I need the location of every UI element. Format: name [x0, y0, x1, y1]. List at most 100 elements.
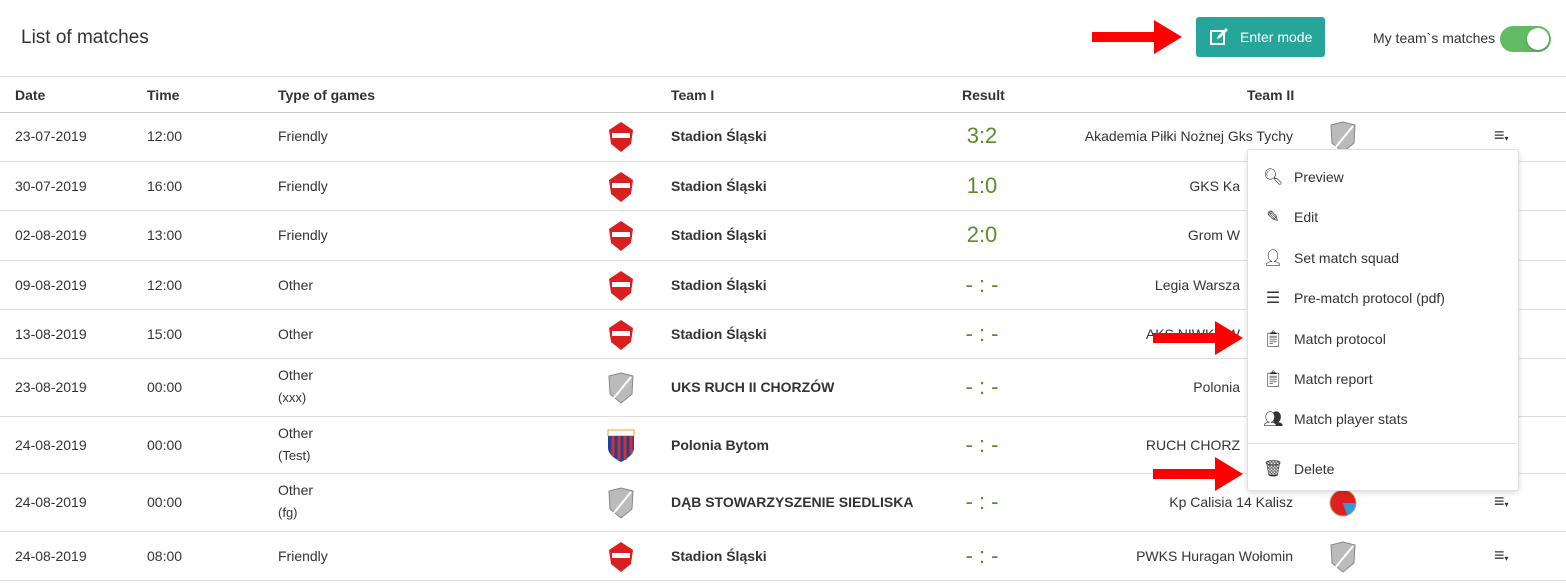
team1-name[interactable]: Stadion Śląski — [671, 547, 767, 564]
team1-logo — [605, 170, 637, 204]
row-actions-menu: 🔍︎ Preview ✎ Edit 👤︎ Set match squad ☰ Pre-matc… — [1247, 149, 1519, 491]
match-type: Friendly — [278, 128, 328, 144]
team2-name[interactable]: Kp Calisia 14 Kalisz — [1169, 494, 1293, 510]
team2-name[interactable]: Polonia — [1193, 379, 1240, 395]
match-date: 30-07-2019 — [15, 177, 87, 194]
team1-name[interactable]: Polonia Bytom — [671, 436, 770, 453]
clipboard-list-icon: 📋︎ — [1263, 371, 1284, 388]
trash-icon: 🗑︎ — [1263, 461, 1284, 478]
enter-mode-button[interactable]: Enter mode — [1196, 17, 1325, 57]
match-result: 1:0 — [966, 172, 998, 198]
menu-item[interactable]: 👤︎ Set match squad — [1248, 241, 1518, 275]
annotation-arrow — [1153, 321, 1243, 355]
menu-item[interactable]: 📋︎ Match report — [1248, 362, 1518, 396]
team1-logo — [605, 371, 637, 405]
team2-logo — [1327, 486, 1359, 520]
team2-name[interactable]: Grom W — [1187, 227, 1240, 243]
table-row: 24-08-2019 08:00 Friendly Stadion Śląski… — [0, 532, 1566, 581]
col-type[interactable]: Type of games — [278, 87, 375, 103]
team1-name[interactable]: Stadion Śląski — [671, 177, 767, 194]
page-title: List of matches — [21, 27, 149, 48]
my-team-matches-label: My team`s matches — [1373, 30, 1496, 46]
clipboard-icon: 📋︎ — [1263, 331, 1284, 348]
col-team1[interactable]: Team I — [671, 87, 715, 103]
match-result: - : - — [965, 489, 999, 514]
menu-item[interactable]: 👥︎ Match player stats — [1248, 402, 1518, 436]
menu-item-label: Edit — [1294, 209, 1319, 225]
match-time: 08:00 — [147, 547, 183, 564]
toggle-knob — [1527, 28, 1549, 50]
menu-item[interactable]: 🔍︎ Preview — [1248, 160, 1518, 194]
team2-name[interactable]: GKS Ka — [1189, 177, 1240, 194]
menu-item[interactable]: ✎ Edit — [1248, 200, 1518, 234]
match-type-note: (Test) — [278, 448, 311, 463]
enter-mode-label: Enter mode — [1240, 29, 1313, 45]
team1-name[interactable]: Stadion Śląski — [671, 276, 767, 293]
match-result: 2:0 — [966, 222, 998, 247]
team2-name[interactable]: Akademia Piłki Nożnej Gks Tychy — [1084, 128, 1293, 144]
col-team2[interactable]: Team II — [1247, 87, 1295, 103]
match-result: - : - — [965, 271, 999, 297]
team1-name[interactable]: UKS RUCH II CHORZÓW — [671, 379, 835, 395]
my-team-matches-toggle[interactable] — [1500, 26, 1551, 52]
user-check-icon: 👤︎ — [1263, 250, 1284, 267]
table-header: Date Time Type of games Team I Result Te… — [0, 76, 1566, 113]
match-time: 00:00 — [147, 436, 183, 453]
match-type: Other — [278, 276, 314, 293]
team1-name[interactable]: Stadion Śląski — [671, 227, 767, 243]
team1-logo — [605, 540, 637, 574]
menu-item-label: Preview — [1294, 169, 1344, 185]
edit-icon: ✎ — [1266, 209, 1280, 226]
match-time: 12:00 — [147, 128, 183, 144]
table-row: 24-08-2019 00:00 Other (fg) DĄB STOWARZY… — [0, 474, 1566, 532]
row-menu-icon[interactable]: ≡▾ — [1494, 491, 1509, 511]
col-result[interactable]: Result — [962, 87, 1005, 103]
match-result: - : - — [965, 320, 999, 346]
match-result: - : - — [965, 374, 999, 399]
team1-logo — [605, 120, 637, 154]
team2-name[interactable]: PWKS Huragan Wołomin — [1136, 547, 1293, 564]
menu-item[interactable]: ☰ Pre-match protocol (pdf) — [1248, 281, 1518, 315]
menu-item-label: Delete — [1294, 461, 1335, 477]
annotation-arrow — [1153, 457, 1243, 491]
team1-logo — [605, 318, 637, 352]
row-menu-icon[interactable]: ≡▾ — [1494, 125, 1509, 145]
annotation-arrow — [1092, 20, 1182, 54]
team1-logo — [605, 269, 637, 303]
team2-name[interactable]: RUCH CHORZ — [1145, 436, 1240, 453]
menu-item-label: Pre-match protocol (pdf) — [1294, 290, 1445, 306]
match-time: 00:00 — [147, 494, 183, 510]
team1-name[interactable]: DĄB STOWARZYSZENIE SIEDLISKA — [671, 494, 914, 510]
team2-name[interactable]: Legia Warsza — [1154, 276, 1240, 293]
match-time: 13:00 — [147, 227, 183, 243]
row-menu-icon[interactable]: ≡▾ — [1494, 544, 1509, 565]
match-time: 15:00 — [147, 325, 183, 342]
team1-name[interactable]: Stadion Śląski — [671, 325, 767, 342]
menu-item[interactable]: 📋︎ Match protocol — [1248, 322, 1518, 356]
col-time[interactable]: Time — [147, 87, 180, 103]
menu-divider — [1248, 443, 1518, 444]
team1-logo — [605, 486, 637, 520]
match-time: 16:00 — [147, 177, 183, 194]
menu-item-delete[interactable]: 🗑︎ Delete — [1248, 452, 1518, 486]
search-icon: 🔍︎ — [1263, 169, 1284, 186]
table-row: 02-08-2019 13:00 Friendly Stadion Śląski… — [0, 211, 1566, 261]
edit-icon — [1210, 28, 1228, 45]
match-date: 23-08-2019 — [15, 379, 87, 395]
menu-item-label: Match report — [1294, 371, 1373, 387]
match-date: 24-08-2019 — [15, 547, 87, 564]
team1-name[interactable]: Stadion Śląski — [671, 128, 767, 144]
team2-logo — [1327, 540, 1359, 574]
table-row: 23-07-2019 12:00 Friendly Stadion Śląski… — [0, 112, 1566, 162]
col-date[interactable]: Date — [15, 87, 46, 103]
table-row: 09-08-2019 12:00 Other Stadion Śląski - … — [0, 261, 1566, 310]
match-date: 09-08-2019 — [15, 276, 87, 293]
match-type: Other — [278, 367, 314, 383]
match-result: - : - — [965, 431, 999, 457]
table-row: 23-08-2019 00:00 Other (xxx) UKS RUCH II… — [0, 359, 1566, 417]
team2-logo — [1327, 120, 1359, 154]
table-row: 24-08-2019 00:00 Other (Test) Polonia By… — [0, 417, 1566, 474]
match-date: 13-08-2019 — [15, 325, 87, 342]
menu-item-label: Match protocol — [1294, 331, 1386, 347]
match-date: 23-07-2019 — [15, 128, 87, 144]
